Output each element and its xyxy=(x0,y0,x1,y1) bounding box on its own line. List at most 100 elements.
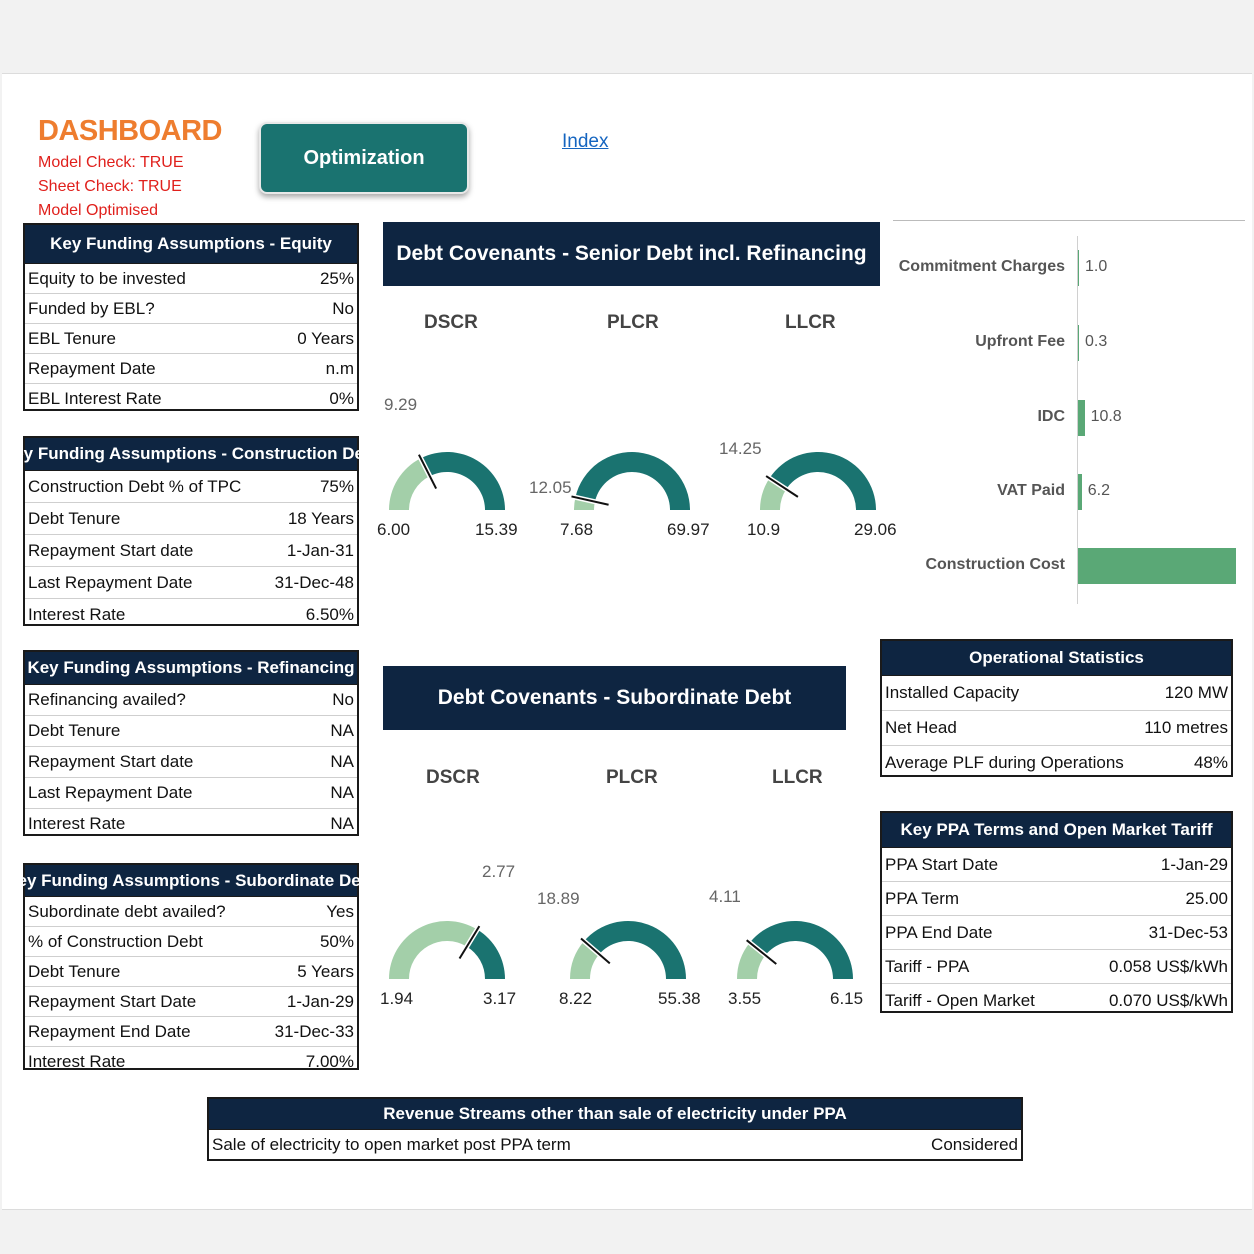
revenue-streams-table: Revenue Streams other than sale of elect… xyxy=(207,1097,1023,1161)
row-label: PPA End Date xyxy=(885,922,993,942)
subordinate-debt-covenants-banner: Debt Covenants - Subordinate Debt xyxy=(383,666,846,730)
gauge-min: 7.68 xyxy=(560,520,594,539)
gauge-remaining-arc-sub-plcr xyxy=(584,920,686,979)
row-value: 48% xyxy=(1193,753,1228,772)
table-row: PPA Start Date 1-Jan-29 xyxy=(882,848,1231,882)
bar xyxy=(1078,250,1079,286)
table-row: Last Repayment Date 31-Dec-48 xyxy=(25,567,357,599)
gauge-remaining-arc-sub-dscr xyxy=(466,929,505,979)
table-row: EBL Tenure 0 Years xyxy=(25,324,357,354)
row-label: Interest Rate xyxy=(28,604,126,624)
ppa-terms-table: Key PPA Terms and Open Market Tariff PPA… xyxy=(880,811,1233,1013)
gauge-title-plcr: PLCR xyxy=(606,767,658,788)
table-row: Average PLF during Operations 48% xyxy=(882,746,1231,780)
row-value: 0.070 US$/kWh xyxy=(1108,990,1228,1010)
table-row: PPA Term 25.00 xyxy=(882,882,1231,916)
row-value: 0% xyxy=(329,388,354,408)
gauge-max: 69.97 xyxy=(667,520,710,539)
table-row: Repayment Date n.m xyxy=(25,354,357,384)
row-value: 1-Jan-29 xyxy=(1160,854,1228,874)
row-label: Repayment Date xyxy=(28,358,156,378)
row-label: Interest Rate xyxy=(28,1051,126,1071)
gauge-title-plcr: PLCR xyxy=(607,312,659,333)
bar-value-label: 0.3 xyxy=(1085,333,1108,350)
model-optimised-status: Model Optimised xyxy=(38,202,159,219)
table-header: Key Funding Assumptions - Refinancing xyxy=(25,652,357,685)
gauge-title-llcr: LLCR xyxy=(772,767,823,788)
row-label: Debt Tenure xyxy=(28,961,121,981)
table-row: Sale of electricity to open market post … xyxy=(209,1130,1021,1160)
gauge-min: 1.94 xyxy=(380,989,414,1008)
table-row: Last Repayment Date NA xyxy=(25,778,357,809)
row-label: PPA Term xyxy=(885,888,960,908)
gauge-remaining-arc-senior-llcr xyxy=(769,452,876,510)
row-label: Net Head xyxy=(885,718,957,737)
bar-category-label: Construction Cost xyxy=(925,556,1065,573)
table-row: Installed Capacity 120 MW xyxy=(882,676,1231,711)
row-label: Funded by EBL? xyxy=(28,298,155,318)
table-row: Interest Rate 7.00% xyxy=(25,1047,357,1076)
row-label: Debt Tenure xyxy=(28,721,121,740)
sheet-check-status: Sheet Check: TRUE xyxy=(38,178,182,195)
row-value: 0 Years xyxy=(297,328,354,348)
row-value: 7.00% xyxy=(305,1051,354,1071)
bar xyxy=(1078,325,1079,361)
bar xyxy=(1078,548,1236,584)
table-row: Debt Tenure 18 Years xyxy=(25,503,357,535)
gauge-remaining-arc-senior-plcr xyxy=(575,452,690,510)
row-label: Repayment Start date xyxy=(28,752,194,771)
bar-axis xyxy=(1077,236,1078,604)
gauge-value: 4.11 xyxy=(709,887,741,906)
optimization-button[interactable]: Optimization xyxy=(259,122,469,194)
row-label: Equity to be invested xyxy=(28,268,186,288)
bar xyxy=(1078,400,1085,436)
row-value: 1-Jan-31 xyxy=(286,540,354,560)
row-label: Debt Tenure xyxy=(28,508,121,528)
gauge-needle-sub-plcr xyxy=(580,937,611,965)
row-value: NA xyxy=(330,783,354,802)
row-label: Sale of electricity to open market post … xyxy=(212,1135,571,1154)
row-value: No xyxy=(332,298,354,318)
gauge-remaining-arc-senior-dscr xyxy=(420,452,505,510)
construction-debt-table: Key Funding Assumptions - Construction D… xyxy=(2,436,380,626)
row-value: 1-Jan-29 xyxy=(286,991,354,1011)
bar-category-label: Upfront Fee xyxy=(975,333,1065,350)
bar-category-label: Commitment Charges xyxy=(898,258,1065,275)
row-value: 25.00 xyxy=(1185,888,1228,908)
table-header: Key Funding Assumptions - Construction D… xyxy=(2,438,380,471)
gauge-value: 12.05 xyxy=(529,478,572,497)
bar-category-label: VAT Paid xyxy=(997,482,1065,499)
index-link[interactable]: Index xyxy=(562,131,609,152)
table-row: Repayment End Date 31-Dec-33 xyxy=(25,1017,357,1047)
row-value: NA xyxy=(330,752,354,771)
row-value: 120 MW xyxy=(1164,683,1228,702)
table-row: Funded by EBL? No xyxy=(25,294,357,324)
row-label: PPA Start Date xyxy=(885,854,999,874)
table-row: Interest Rate 6.50% xyxy=(25,599,357,630)
bar-category-label: IDC xyxy=(1037,408,1065,425)
table-row: Refinancing availed? No xyxy=(25,685,357,716)
row-label: % of Construction Debt xyxy=(28,931,203,951)
gauge-value: 2.77 xyxy=(482,862,516,881)
gauge-needle-sub-llcr xyxy=(746,939,777,965)
gauge-min: 3.55 xyxy=(728,989,762,1008)
row-value: 50% xyxy=(319,931,354,951)
row-label: EBL Interest Rate xyxy=(28,388,162,408)
row-value: 6.50% xyxy=(305,604,354,624)
refinancing-table: Key Funding Assumptions - Refinancing Re… xyxy=(23,650,359,836)
table-header: Key Funding Assumptions - Equity xyxy=(25,225,357,264)
subordinate-debt-table: Key Funding Assumptions - Subordinate De… xyxy=(5,863,377,1071)
row-value: 0.058 US$/kWh xyxy=(1108,956,1228,976)
gauge-min: 8.22 xyxy=(559,989,593,1008)
table-row: Interest Rate NA xyxy=(25,809,357,839)
row-label: Subordinate debt availed? xyxy=(28,901,226,921)
gauge-needle-senior-dscr xyxy=(418,454,438,490)
gauge-max: 15.39 xyxy=(475,520,518,539)
bar-value-label: 6.2 xyxy=(1087,482,1111,499)
page-title: DASHBOARD xyxy=(38,115,223,147)
row-label: Installed Capacity xyxy=(885,683,1020,702)
gauge-max: 29.06 xyxy=(854,520,897,539)
gauge-filled-arc-sub-dscr xyxy=(389,921,478,979)
row-label: Repayment End Date xyxy=(28,1021,191,1041)
